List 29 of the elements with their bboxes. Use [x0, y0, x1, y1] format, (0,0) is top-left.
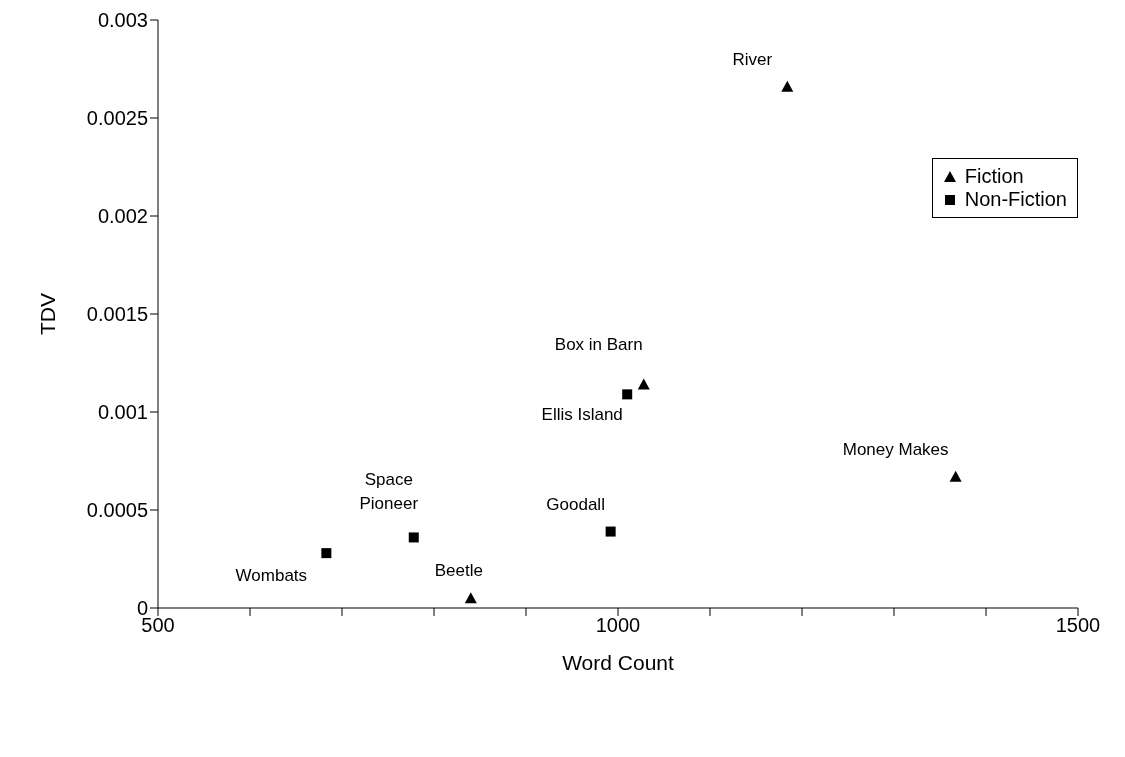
x-axis-title: Word Count: [562, 651, 674, 674]
annotation: Beetle: [434, 561, 483, 581]
annotation: Ellis Island: [541, 405, 623, 425]
y-tick-label: 0.002: [97, 205, 148, 228]
point: [605, 526, 616, 537]
x-tick-label: 500: [141, 614, 175, 637]
y-axis-title: TDV: [36, 293, 60, 335]
point: [408, 532, 419, 543]
y-tick-label: 0.001: [97, 401, 148, 424]
y-tick-label: 0.003: [97, 9, 148, 32]
annotation: Space Pioneer: [359, 470, 419, 514]
annotation: Wombats: [235, 566, 308, 586]
y-tick-label: 0.0025: [86, 107, 148, 130]
x-tick-label: 1500: [1055, 614, 1101, 637]
point: [464, 592, 477, 604]
annotation: Box in Barn: [554, 334, 643, 354]
x-tick-label: 1000: [595, 614, 641, 637]
point: [637, 378, 650, 390]
point: [949, 470, 962, 482]
y-tick-label: 0.0015: [86, 303, 148, 326]
point: [321, 548, 332, 559]
point: [781, 80, 794, 92]
legend-label: Non-Fiction: [964, 188, 1067, 211]
legend-label: Fiction: [964, 165, 1024, 188]
y-tick-label: 0.0005: [86, 499, 148, 522]
annotation: Goodall: [546, 494, 605, 514]
annotation: Money Makes: [842, 439, 949, 459]
point: [622, 389, 633, 400]
annotation: River: [732, 49, 773, 69]
